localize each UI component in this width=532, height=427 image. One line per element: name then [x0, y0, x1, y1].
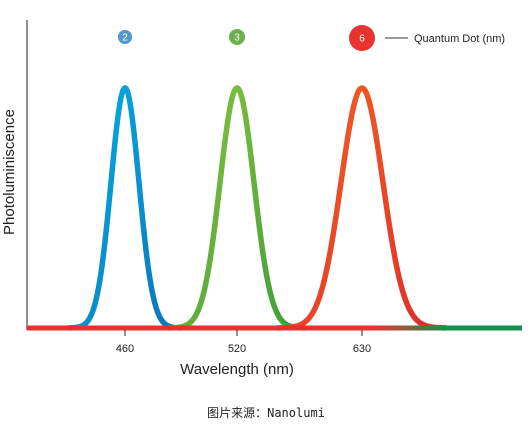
qd-size-bubble — [349, 25, 375, 51]
qd-size-label: 6 — [359, 34, 365, 45]
pl-chart: 460 520 630 2 3 6 Quantum Dot (nm) Wavelengt… — [1, 20, 522, 378]
image-source-caption: 图片来源：Nanolumi — [207, 406, 325, 420]
x-tick-label: 630 — [353, 343, 371, 355]
emission-curve-3 — [166, 85, 308, 331]
x-tick-label: 460 — [116, 343, 134, 355]
baseline-band — [27, 325, 522, 331]
legend-label: Quantum Dot (nm) — [414, 33, 505, 45]
qd-size-label: 3 — [234, 33, 240, 44]
y-axis-title: Photoluminiscence — [1, 109, 18, 235]
x-tick-label: 520 — [228, 343, 246, 355]
qd-size-bubble — [118, 30, 132, 44]
emission-curve-6 — [275, 85, 449, 331]
x-axis-title: Wavelength (nm) — [180, 361, 294, 378]
qd-size-bubble — [229, 29, 245, 45]
emission-curve-2 — [66, 84, 184, 331]
qd-size-label: 2 — [122, 33, 128, 44]
